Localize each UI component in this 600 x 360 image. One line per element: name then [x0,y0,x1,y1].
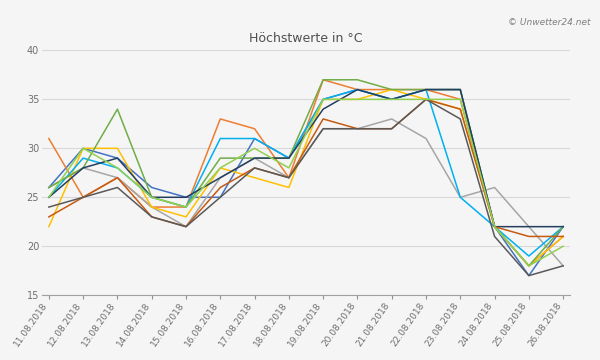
Title: Höchstwerte in °C: Höchstwerte in °C [249,32,363,45]
Text: © Unwetter24.net: © Unwetter24.net [509,18,591,27]
